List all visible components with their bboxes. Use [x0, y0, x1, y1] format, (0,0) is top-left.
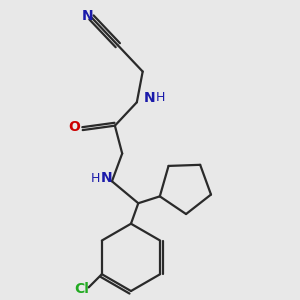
Text: N: N: [100, 171, 112, 185]
Text: H: H: [91, 172, 101, 185]
Text: N: N: [81, 9, 93, 23]
Text: N: N: [144, 91, 156, 105]
Text: Cl: Cl: [74, 282, 89, 296]
Text: H: H: [156, 92, 165, 104]
Text: O: O: [68, 120, 80, 134]
